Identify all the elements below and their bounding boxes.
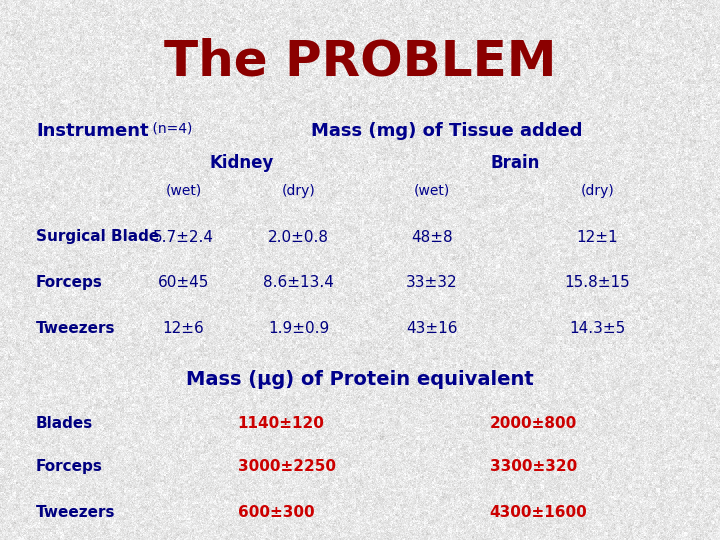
Text: Tweezers: Tweezers <box>36 321 115 336</box>
Text: 12±6: 12±6 <box>163 321 204 336</box>
Text: 2000±800: 2000±800 <box>490 416 577 431</box>
Text: (dry): (dry) <box>581 184 614 198</box>
Text: 33±32: 33±32 <box>406 275 458 291</box>
Text: (n=4): (n=4) <box>148 122 192 136</box>
Text: 1140±120: 1140±120 <box>238 416 325 431</box>
Text: Mass (μg) of Protein equivalent: Mass (μg) of Protein equivalent <box>186 370 534 389</box>
Text: Kidney: Kidney <box>209 154 274 172</box>
Text: 43±16: 43±16 <box>406 321 458 336</box>
Text: (wet): (wet) <box>414 184 450 198</box>
Text: Surgical Blade: Surgical Blade <box>36 230 159 245</box>
Text: 5.7±2.4: 5.7±2.4 <box>153 230 214 245</box>
Text: 4300±1600: 4300±1600 <box>490 505 588 520</box>
Text: Mass (mg) of Tissue added: Mass (mg) of Tissue added <box>310 122 582 139</box>
Text: 8.6±13.4: 8.6±13.4 <box>264 275 334 291</box>
Text: 12±1: 12±1 <box>577 230 618 245</box>
Text: 1.9±0.9: 1.9±0.9 <box>268 321 330 336</box>
Text: 14.3±5: 14.3±5 <box>570 321 626 336</box>
Text: (dry): (dry) <box>282 184 315 198</box>
Text: (wet): (wet) <box>166 184 202 198</box>
Text: 2.0±0.8: 2.0±0.8 <box>269 230 329 245</box>
Text: 48±8: 48±8 <box>411 230 453 245</box>
Text: The PROBLEM: The PROBLEM <box>163 38 557 86</box>
Text: Forceps: Forceps <box>36 275 103 291</box>
Text: Blades: Blades <box>36 416 94 431</box>
Text: Forceps: Forceps <box>36 459 103 474</box>
Text: 60±45: 60±45 <box>158 275 210 291</box>
Text: Tweezers: Tweezers <box>36 505 115 520</box>
Text: 15.8±15: 15.8±15 <box>564 275 631 291</box>
Text: 3000±2250: 3000±2250 <box>238 459 336 474</box>
Text: Instrument: Instrument <box>36 122 148 139</box>
Text: 3300±320: 3300±320 <box>490 459 577 474</box>
Text: Brain: Brain <box>490 154 539 172</box>
Text: 600±300: 600±300 <box>238 505 314 520</box>
